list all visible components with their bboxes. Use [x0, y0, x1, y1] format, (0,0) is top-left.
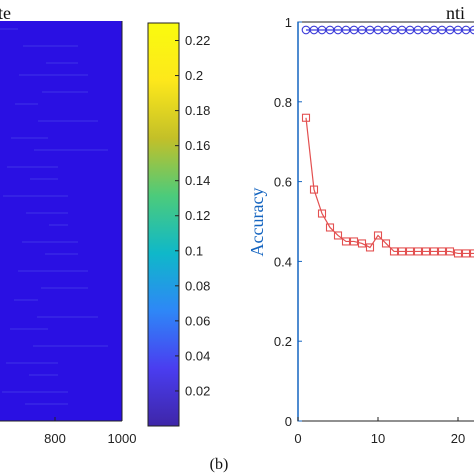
colorbar-tick-label: 0.2 [185, 68, 203, 83]
accuracy-series-2-point [437, 247, 447, 256]
heatmap-stripe [41, 287, 88, 289]
accuracy-y-ticks: 0 0.2 0.4 0.6 0.8 1 [274, 15, 302, 429]
accuracy-x-tick-label: 10 [371, 431, 385, 446]
heatmap-stripe [33, 345, 108, 347]
accuracy-series-2-point [317, 209, 327, 218]
colorbar-tick-label: 0.18 [185, 103, 210, 118]
heatmap-x-tick-label-1000: 1000 [108, 431, 137, 446]
accuracy-series [301, 25, 474, 258]
accuracy-y-axis-label: Accuracy [247, 188, 267, 257]
heatmap-stripe [7, 166, 58, 168]
colorbar-tick-label: 0.14 [185, 173, 210, 188]
accuracy-x-ticks: 0 10 20 [294, 417, 465, 446]
colorbar-tick-label: 0.04 [185, 348, 210, 363]
accuracy-series-2-point [365, 243, 375, 252]
accuracy-series-2-line [305, 117, 474, 255]
colorbar-ticks: 0.22 0.2 0.18 0.16 0.14 0.12 0.1 0.08 0.06 0.04 0.… [175, 33, 210, 398]
accuracy-series-2-point [429, 247, 439, 256]
accuracy-y-tick-label: 0 [285, 414, 292, 429]
heatmap-stripe [22, 241, 78, 243]
heatmap-stripe [30, 178, 58, 180]
heatmap-stripe [38, 120, 98, 122]
accuracy-series-2-point [309, 185, 319, 194]
accuracy-y-tick-label: 0.2 [274, 334, 292, 349]
heatmap-stripe [34, 149, 108, 151]
accuracy-series-2-point [445, 247, 455, 256]
accuracy-series-2-point [469, 249, 474, 258]
heatmap-title: te [0, 3, 11, 23]
colorbar-tick-label: 0.1 [185, 243, 203, 258]
heatmap-stripe [2, 391, 68, 393]
accuracy-plot-frame [297, 21, 474, 422]
accuracy-x-tick-label: 0 [294, 431, 301, 446]
colorbar: 0.22 0.2 0.18 0.16 0.14 0.12 0.1 0.08 0.06 0.04 0.… [147, 22, 210, 427]
accuracy-series-2-point [373, 231, 383, 240]
accuracy-y-tick-label: 0.6 [274, 175, 292, 190]
accuracy-y-tick-label: 1 [285, 15, 292, 30]
heatmap-stripe [37, 316, 98, 318]
heatmap-x-tick-label-800: 800 [44, 431, 66, 446]
heatmap-stripe [11, 137, 48, 139]
accuracy-series-2-point [301, 113, 311, 122]
accuracy-y-tick-label: 0.4 [274, 254, 292, 269]
colorbar-gradient [147, 22, 180, 427]
colorbar-tick-label: 0.08 [185, 278, 210, 293]
heatmap-stripe [19, 74, 88, 76]
heatmap-stripe [25, 403, 68, 405]
accuracy-x-tick-label: 20 [451, 431, 465, 446]
heatmap-texture [0, 28, 108, 405]
heatmap-stripe [46, 62, 78, 64]
accuracy-series-2-point [333, 231, 343, 240]
heatmap-stripe [45, 253, 78, 255]
accuracy-series-2-point [357, 239, 367, 248]
accuracy-series-2-point [325, 223, 335, 232]
accuracy-series-2-point [341, 237, 351, 246]
accuracy-series-1-point [469, 25, 474, 35]
heatmap-stripe [3, 195, 68, 197]
accuracy-series-2-point [405, 247, 415, 256]
heatmap-stripe [29, 374, 58, 376]
accuracy-series-2-point [453, 249, 463, 258]
heatmap-stripe [10, 328, 48, 330]
colorbar-tick-label: 0.16 [185, 138, 210, 153]
accuracy-series-2-point [413, 247, 423, 256]
heatmap-stripe [14, 299, 38, 301]
heatmap-stripe [0, 28, 18, 30]
accuracy-series-2-point [381, 239, 391, 248]
accuracy-series-2-point [421, 247, 431, 256]
heatmap-stripe [49, 224, 68, 226]
heatmap-stripe [26, 212, 68, 214]
colorbar-tick-label: 0.02 [185, 383, 210, 398]
panel-label-b: (b) [210, 456, 229, 473]
heatmap-stripe [23, 45, 78, 47]
accuracy-title: nti [446, 3, 465, 23]
accuracy-series-2-point [349, 237, 359, 246]
colorbar-tick-label: 0.06 [185, 313, 210, 328]
accuracy-panel: nti Accuracy 0 0.2 0.4 0.6 0.8 1 0 10 20 [247, 3, 474, 446]
accuracy-series-2-point [461, 249, 471, 258]
heatmap-panel: te 800 1000 [0, 3, 136, 446]
colorbar-tick-label: 0.12 [185, 208, 210, 223]
accuracy-y-tick-label: 0.8 [274, 95, 292, 110]
accuracy-series-2-point [397, 247, 407, 256]
heatmap-stripe [18, 270, 88, 272]
heatmap-stripe [15, 103, 38, 105]
colorbar-tick-label: 0.22 [185, 33, 210, 48]
accuracy-series-2-point [389, 247, 399, 256]
heatmap-field [0, 21, 122, 421]
heatmap-stripe [42, 91, 88, 93]
heatmap-stripe [6, 362, 58, 364]
